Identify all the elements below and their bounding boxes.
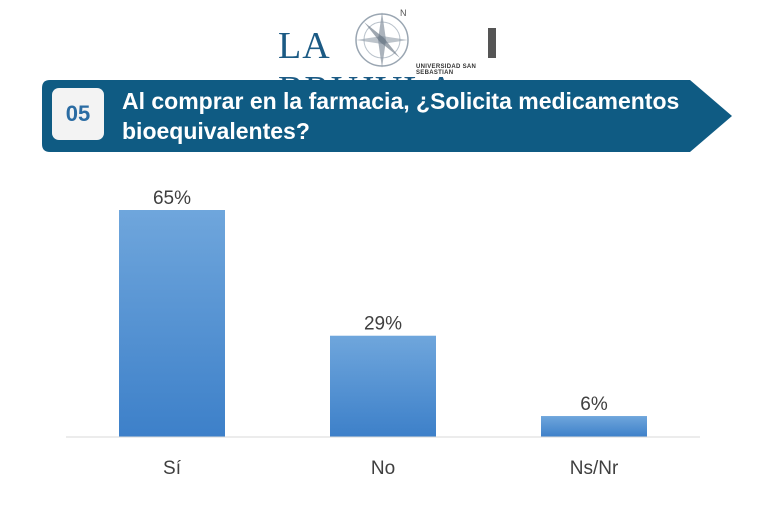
bar-2 [330, 335, 436, 437]
logo-subtitle: UNIVERSIDAD SAN SEBASTIAN [416, 64, 477, 76]
logo-badge [488, 28, 496, 58]
bar-1 [119, 210, 225, 437]
bar-chart: 65% Sí 29% No 6% Ns/Nr [66, 188, 700, 479]
category-label-2: No [371, 458, 395, 479]
compass-letter: N [400, 8, 407, 18]
question-banner [42, 80, 732, 152]
data-label-1: 65% [153, 188, 191, 209]
question-text: Al comprar en la farmacia, ¿Solicita med… [122, 88, 680, 144]
bar-3 [541, 416, 647, 437]
category-label-1: Sí [163, 458, 182, 479]
data-label-2: 29% [364, 314, 402, 335]
question-number: 05 [52, 88, 104, 140]
compass-icon: N [355, 8, 409, 68]
logo: N LA BRUJULA UNIVERSIDAD SAN SEBASTIAN [262, 6, 502, 111]
category-label-3: Ns/Nr [570, 458, 619, 479]
data-label-3: 6% [580, 394, 608, 415]
